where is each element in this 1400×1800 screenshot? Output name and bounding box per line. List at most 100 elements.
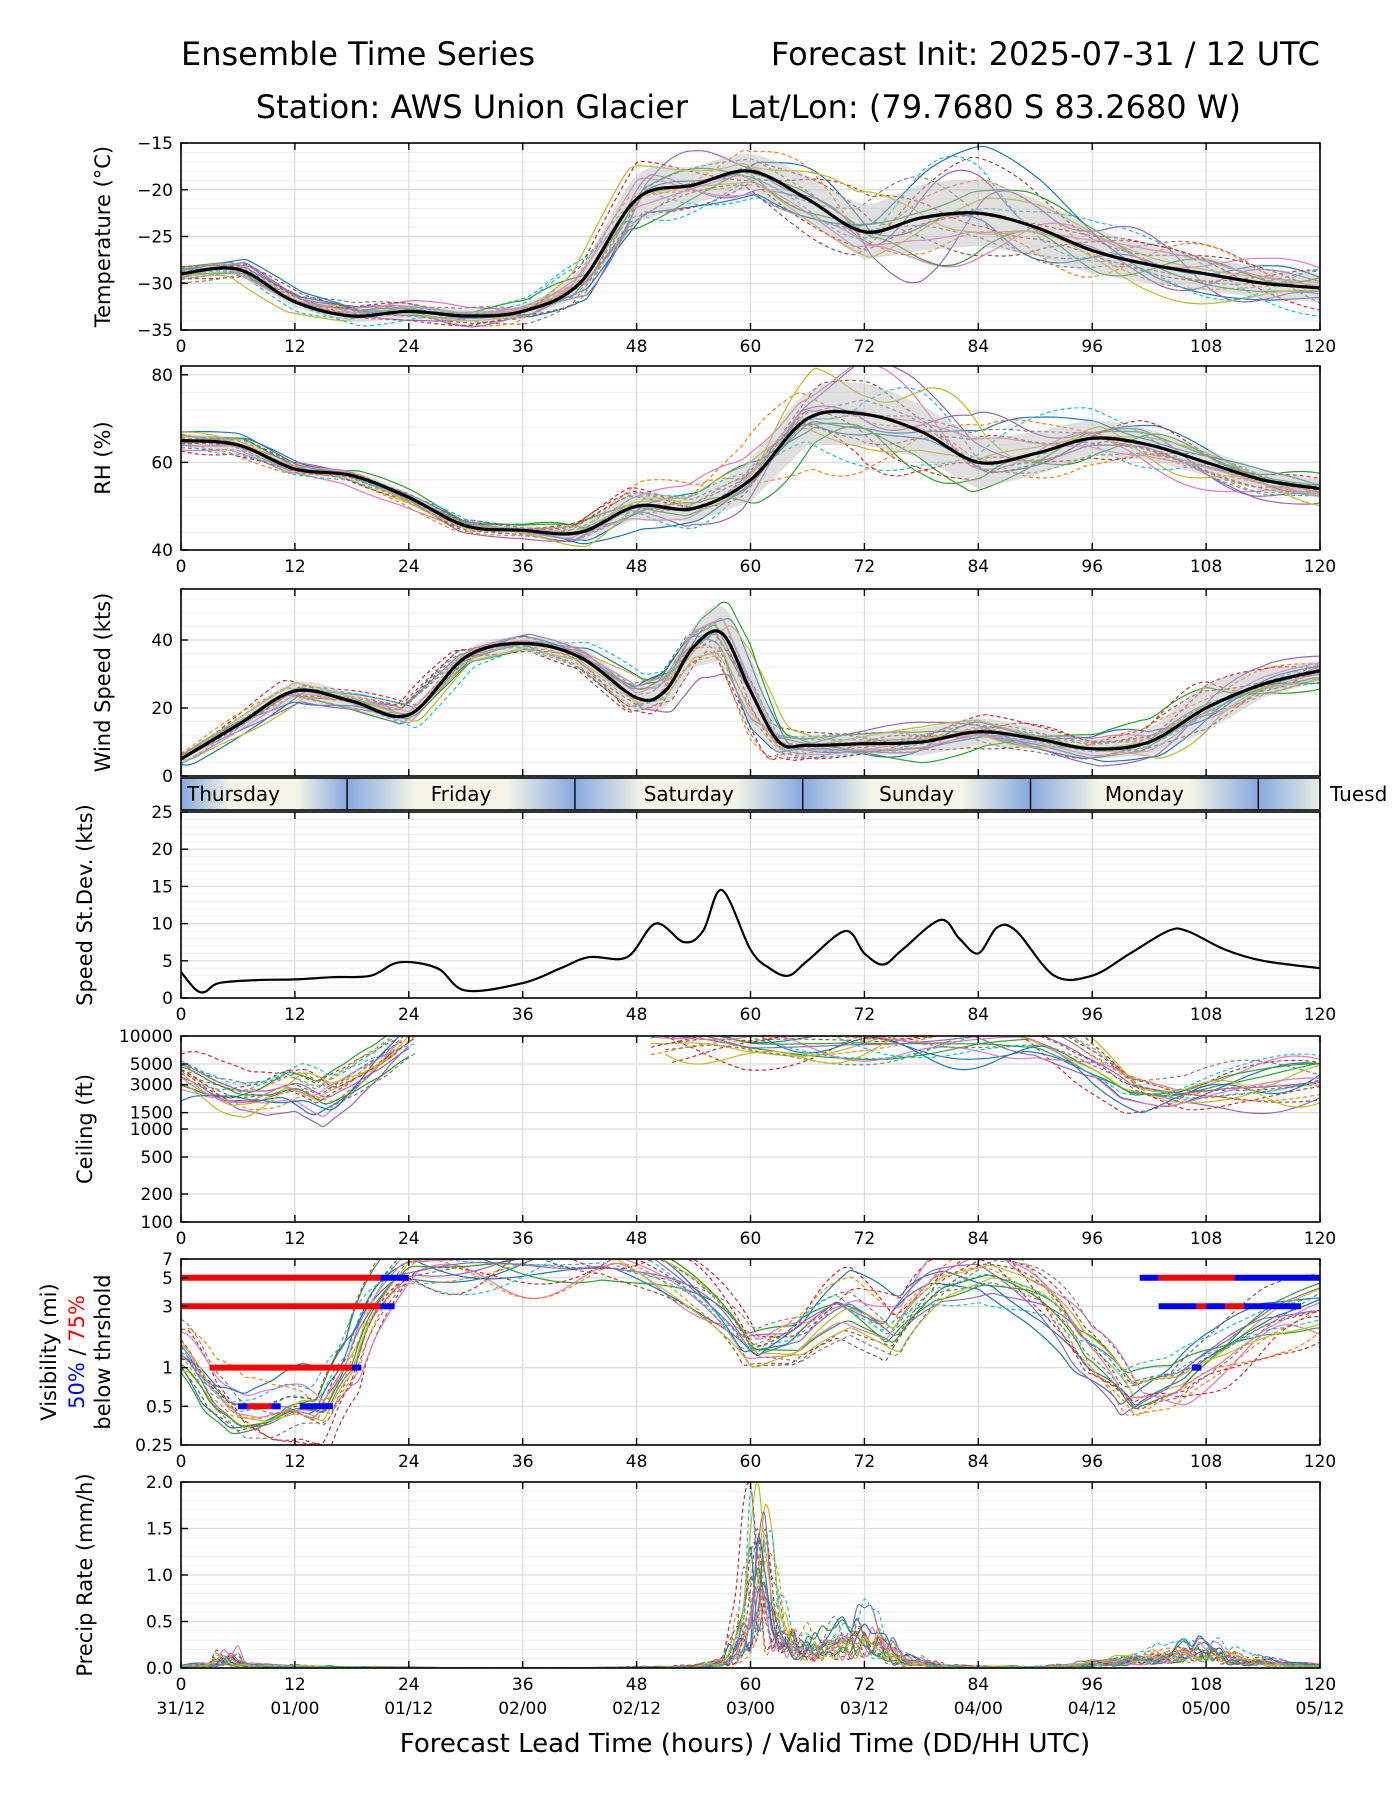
plot-area [181,1259,1320,1445]
y-tick-label: 60 [151,453,173,473]
legend-part: / [65,1342,89,1362]
ensemble-member-line [181,191,1320,327]
day-segment [181,778,348,810]
x-tick-label: 60 [740,1229,762,1249]
visibility-percent-legend: 50% / 75% [65,1295,89,1409]
valid-time-label: 02/12 [612,1699,661,1719]
x-tick-label: 84 [967,1229,989,1249]
plot-area [181,601,1320,767]
ensemble-member-line [181,617,1320,765]
valid-time-label: 04/12 [1068,1699,1117,1719]
ensemble-member-line [181,1528,1320,1668]
y-axis-label: Visibility (mi) [37,1283,61,1420]
y-tick-label: −30 [137,274,173,294]
day-segment [802,778,1031,810]
panel-precip-rate: 0.0 0.5 1.0 1.5 2.0 0 12 24 36 48 60 72 84 96 108 120 31… [73,1473,1345,1719]
y-tick-label: 2.0 [146,1473,173,1493]
valid-time-label: 01/12 [384,1699,433,1719]
x-tick-label: 36 [512,557,534,577]
y-tick-label: 0 [162,989,173,1009]
y-tick-label: 3000 [130,1076,173,1096]
x-tick-label: 0 [176,557,187,577]
x-tick-label: 108 [1190,1229,1222,1249]
y-tick-label: 0.5 [146,1613,173,1633]
ensemble-member-line [181,1049,395,1104]
day-label: Monday [1105,782,1184,806]
ensemble-member-line [181,171,1320,316]
y-tick-label: 40 [151,541,173,561]
x-tick-label: 12 [284,1675,306,1695]
y-axis-label: Ceiling (ft) [73,1074,97,1184]
day-segment [1030,778,1259,810]
valid-time-label: 31/12 [157,1699,206,1719]
y-tick-label: 1 [162,1359,173,1379]
x-tick-label: 48 [626,1675,648,1695]
y-tick-label: 1.0 [146,1566,173,1586]
ensemble-member-line [181,179,1320,318]
ensemble-member-line [650,1036,1320,1104]
ensemble-member-line [181,1036,410,1118]
y-tick-label: 0.25 [135,1436,173,1456]
ensemble-mean-line [181,169,1320,318]
y-tick-label: 5 [162,952,173,972]
ensemble-member-line [664,1036,1320,1108]
y-axis-label: Speed St.Dev. (kts) [73,804,97,1006]
y-tick-label: 15 [151,877,173,897]
y-tick-label: 3 [162,1297,173,1317]
legend-part: 75% [65,1295,89,1342]
ensemble-member-line [181,387,1320,534]
ensemble-member-line [181,647,1320,758]
x-tick-label: 24 [398,1675,420,1695]
ensemble-member-line [181,630,1320,765]
x-tick-label: 120 [1304,1005,1336,1025]
panel-speed-std-dev: 0 5 10 15 20 25 0 12 24 36 48 60 72 84 96 108 120 Speed S… [73,803,1336,1025]
forecast-init-label: Forecast Init: 2025-07-31 / 12 UTC [771,35,1320,73]
day-label: Friday [431,782,492,806]
plot-area [181,889,1320,994]
ensemble-member-line [181,1259,1320,1422]
y-tick-label: 0.5 [146,1397,173,1417]
x-tick-label: 0 [176,1229,187,1249]
x-tick-label: 48 [626,337,648,357]
valid-time-label: 05/12 [1296,1699,1345,1719]
y-tick-label: 7 [162,1250,173,1270]
ensemble-member-line [181,420,1320,530]
y-tick-label: 20 [151,840,173,860]
plot-area [181,145,1320,328]
x-tick-label: 60 [740,337,762,357]
x-tick-label: 84 [967,1005,989,1025]
x-tick-label: 0 [176,337,187,357]
ensemble-member-line [181,1036,395,1092]
ensemble-member-line [181,1542,1320,1668]
ensemble-member-line [181,162,1320,324]
ensemble-spread-band [181,604,1320,765]
x-tick-label: 48 [626,1452,648,1472]
x-tick-label: 60 [740,1452,762,1472]
ensemble-member-line [181,1036,395,1090]
x-tick-label: 96 [1081,1005,1103,1025]
ensemble-member-line [702,1036,1320,1097]
x-tick-label: 24 [398,337,420,357]
y-tick-label: 0.0 [146,1659,173,1679]
panel-relative-humidity: 40 60 80 0 12 24 36 48 60 72 84 96 108 120 RH (%) [91,365,1336,577]
ensemble-member-line [181,1039,403,1117]
ensemble-member-line [662,1036,1320,1114]
y-tick-label: 1.5 [146,1520,173,1540]
ensemble-member-line [181,1530,1320,1668]
x-tick-label: 120 [1304,1675,1336,1695]
x-tick-label: 84 [967,1675,989,1695]
valid-time-label: 05/00 [1182,1699,1231,1719]
x-tick-label: 72 [854,1452,876,1472]
y-tick-label: 1000 [130,1120,173,1140]
x-tick-label: 84 [967,1452,989,1472]
y-tick-label: 25 [151,803,173,823]
ensemble-member-line [181,149,1320,327]
ensemble-member-line [181,1259,1320,1418]
x-tick-label: 108 [1190,1005,1222,1025]
day-label: Saturday [644,782,734,806]
x-tick-label: 12 [284,1229,306,1249]
x-tick-label: 96 [1081,337,1103,357]
ensemble-member-line [181,633,1320,767]
